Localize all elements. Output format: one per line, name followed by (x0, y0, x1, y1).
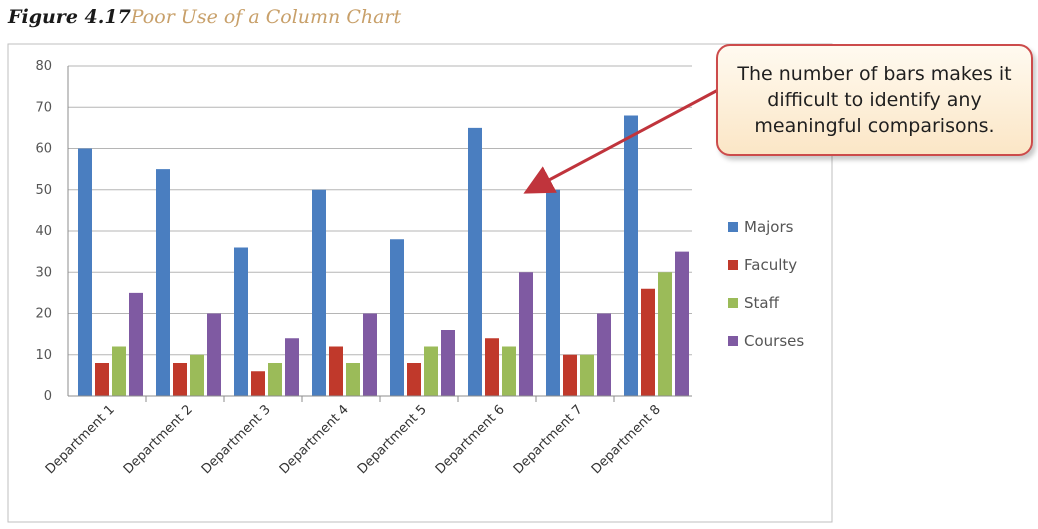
bar (207, 313, 221, 396)
figure-caption: Figure 4.17Poor Use of a Column Chart (8, 6, 401, 28)
bar (363, 313, 377, 396)
y-tick-label: 50 (35, 183, 52, 198)
figure-title: Poor Use of a Column Chart (130, 6, 402, 28)
bar (268, 363, 282, 396)
chart-area (7, 43, 833, 523)
bar (580, 354, 594, 396)
callout-arrow (523, 88, 719, 194)
y-axis: 0 10 20 30 40 50 60 70 80 (35, 59, 69, 404)
y-tick-label: 30 (35, 265, 52, 280)
bars (78, 115, 689, 396)
bar (112, 346, 126, 396)
legend: Majors Faculty Staff Courses (728, 218, 804, 350)
bar (641, 288, 655, 396)
bar (485, 338, 499, 396)
bar (441, 330, 455, 396)
legend-label: Staff (744, 294, 780, 312)
legend-label: Faculty (744, 256, 797, 274)
legend-swatch (728, 336, 738, 346)
bar (329, 346, 343, 396)
callout-box: The number of bars makes it difficult to… (716, 44, 1033, 156)
y-tick-label: 60 (35, 142, 52, 157)
legend-label: Courses (744, 332, 804, 350)
bar (563, 354, 577, 396)
legend-swatch (728, 260, 738, 270)
y-tick-label: 0 (44, 389, 52, 404)
bar (675, 251, 689, 396)
y-tick-label: 70 (35, 100, 52, 115)
bar (156, 169, 170, 396)
y-tick-label: 20 (35, 307, 52, 322)
bar (546, 189, 560, 396)
bar (95, 363, 109, 396)
y-tick-label: 40 (35, 224, 52, 239)
bar (173, 363, 187, 396)
legend-label: Majors (744, 218, 794, 236)
bar (468, 127, 482, 396)
figure-number: Figure 4.17 (8, 6, 131, 28)
callout-text: The number of bars makes it difficult to… (737, 63, 1012, 137)
bar (129, 292, 143, 396)
bar (519, 272, 533, 396)
bar (407, 363, 421, 396)
bar (346, 363, 360, 396)
bar (502, 346, 516, 396)
bar (234, 247, 248, 396)
bar (251, 371, 265, 396)
bar (390, 239, 404, 396)
bar (597, 313, 611, 396)
bar (78, 148, 92, 396)
bar (624, 115, 638, 396)
legend-swatch (728, 298, 738, 308)
legend-swatch (728, 222, 738, 232)
bar (312, 189, 326, 396)
y-tick-label: 10 (35, 348, 52, 363)
y-tick-label: 80 (35, 59, 52, 74)
bar (424, 346, 438, 396)
bar (658, 272, 672, 396)
bar (285, 338, 299, 396)
bar (190, 354, 204, 396)
